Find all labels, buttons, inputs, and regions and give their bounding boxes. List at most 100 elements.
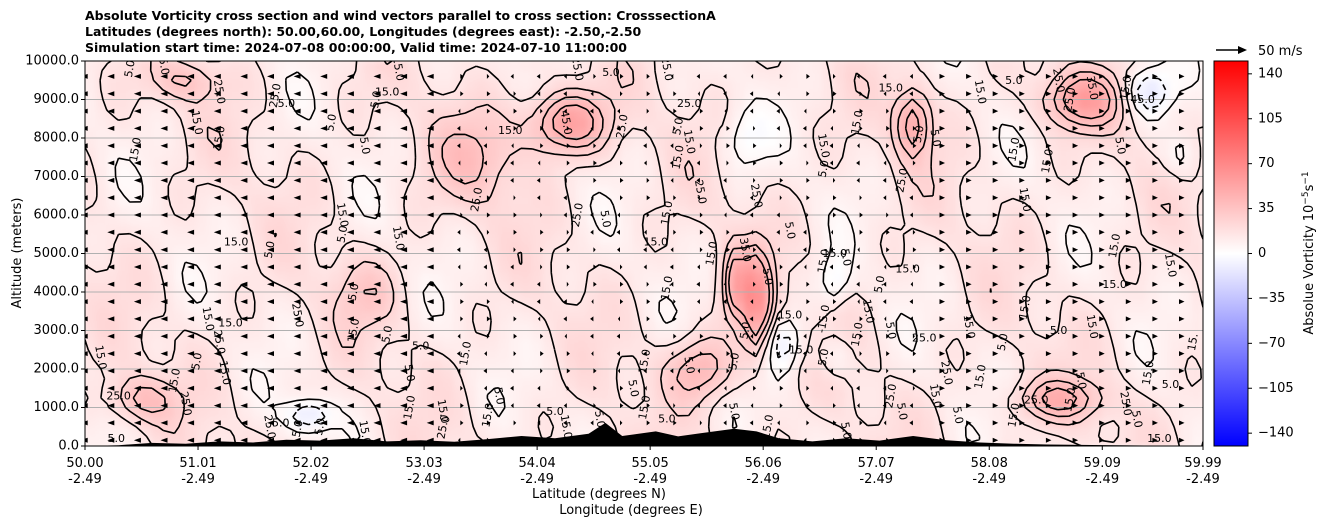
heatmap-cell xyxy=(1068,204,1081,216)
heatmap-cell xyxy=(643,195,656,206)
heatmap-cell xyxy=(710,272,723,283)
heatmap-cell xyxy=(1012,320,1025,331)
heatmap-cell xyxy=(867,70,880,81)
wind-vector-arrow-icon xyxy=(939,281,945,287)
heatmap-cell xyxy=(431,301,444,312)
heatmap-cell xyxy=(475,70,488,81)
heatmap-cell xyxy=(196,387,209,399)
wind-vector-arrow-icon xyxy=(753,143,757,149)
heatmap-cell xyxy=(229,79,242,91)
heatmap-cell xyxy=(95,378,108,389)
heatmap-cell xyxy=(1157,137,1170,149)
heatmap-cell xyxy=(867,262,880,274)
heatmap-cell xyxy=(140,387,153,399)
heatmap-cell xyxy=(1191,156,1203,168)
wind-vector-arrow-icon xyxy=(187,385,195,391)
wind-vector-arrow-icon xyxy=(320,264,328,270)
heatmap-cell xyxy=(699,147,712,158)
heatmap-cell xyxy=(386,195,399,206)
wind-vector-arrow-icon xyxy=(426,368,434,374)
heatmap-cell xyxy=(241,407,254,418)
wind-vector-arrow-icon xyxy=(909,403,913,409)
heatmap-cell xyxy=(766,127,779,139)
heatmap-cell xyxy=(419,416,433,428)
heatmap-cell xyxy=(542,339,556,351)
heatmap-cell xyxy=(665,79,679,91)
wind-vector-arrow-icon xyxy=(886,333,890,339)
heatmap-cell xyxy=(1146,320,1159,331)
heatmap-cell xyxy=(1113,397,1126,408)
heatmap-cell xyxy=(934,79,947,91)
heatmap-cell xyxy=(498,243,511,254)
wind-vector-arrow-icon xyxy=(859,333,863,339)
heatmap-cell xyxy=(487,243,500,254)
heatmap-cell xyxy=(509,61,522,72)
heatmap-cell xyxy=(1191,407,1203,418)
heatmap-cell xyxy=(800,416,813,428)
wind-vector-arrow-icon xyxy=(187,91,195,97)
heatmap-cell xyxy=(106,272,120,283)
heatmap-cell xyxy=(822,387,835,399)
heatmap-cell xyxy=(978,253,992,264)
heatmap-cell xyxy=(1191,224,1203,235)
heatmap-cell xyxy=(542,320,556,331)
heatmap-cell xyxy=(542,291,556,303)
heatmap-cell xyxy=(1191,397,1203,408)
heatmap-cell xyxy=(1057,262,1070,274)
wind-vector-arrow-icon xyxy=(160,368,168,374)
heatmap-cell xyxy=(419,61,433,72)
heatmap-cell xyxy=(173,214,187,226)
heatmap-cell xyxy=(229,147,242,158)
wind-vector-arrow-icon xyxy=(320,212,328,218)
heatmap-cell xyxy=(610,253,623,264)
heatmap-cell xyxy=(151,281,164,293)
heatmap-cell xyxy=(442,233,455,245)
wind-vector-arrow-icon xyxy=(671,73,674,79)
wind-vector-arrow-icon xyxy=(486,299,490,305)
wind-vector-arrow-icon xyxy=(85,420,88,426)
heatmap-cell xyxy=(408,224,421,235)
heatmap-cell xyxy=(665,397,679,408)
heatmap-cell xyxy=(464,195,477,206)
heatmap-cell xyxy=(106,61,120,72)
heatmap-cell xyxy=(721,214,734,226)
heatmap-cell xyxy=(900,407,913,418)
heatmap-cell xyxy=(833,89,846,100)
heatmap-cell xyxy=(755,156,768,168)
heatmap-cell xyxy=(509,339,522,351)
heatmap-cell xyxy=(442,195,455,206)
heatmap-cell xyxy=(710,349,723,360)
heatmap-cell xyxy=(229,253,242,264)
heatmap-cell xyxy=(352,358,365,370)
wind-vector-arrow-icon xyxy=(589,108,594,114)
heatmap-cell xyxy=(1146,281,1159,293)
heatmap-cell xyxy=(811,272,824,283)
heatmap-cell xyxy=(766,243,779,254)
heatmap-cell xyxy=(196,89,209,100)
heatmap-cell xyxy=(140,156,153,168)
wind-vector-arrow-icon xyxy=(426,281,434,287)
heatmap-cell xyxy=(475,262,488,274)
heatmap-cell xyxy=(1057,310,1070,322)
wind-vector-arrow-icon xyxy=(673,316,677,322)
heatmap-cell xyxy=(464,320,477,331)
heatmap-cell xyxy=(1090,99,1103,110)
heatmap-cell xyxy=(162,349,175,360)
wind-vector-arrow-icon xyxy=(373,212,381,218)
wind-vector-arrow-icon xyxy=(1019,437,1025,443)
wind-vector-arrow-icon xyxy=(670,385,674,391)
contour-label: 15.0 xyxy=(1005,402,1022,428)
heatmap-cell xyxy=(151,262,164,274)
heatmap-cell xyxy=(1034,137,1047,149)
heatmap-cell xyxy=(173,378,187,389)
heatmap-cell xyxy=(375,195,388,206)
heatmap-cell xyxy=(453,166,466,177)
heatmap-cell xyxy=(923,166,936,177)
wind-vector-arrow-icon xyxy=(749,91,754,97)
heatmap-cell xyxy=(285,310,298,322)
heatmap-cell xyxy=(520,233,533,245)
heatmap-cell xyxy=(688,310,701,322)
heatmap-cell xyxy=(1034,281,1047,293)
wind-vector-arrow-icon xyxy=(346,420,354,426)
heatmap-cell xyxy=(364,224,377,235)
